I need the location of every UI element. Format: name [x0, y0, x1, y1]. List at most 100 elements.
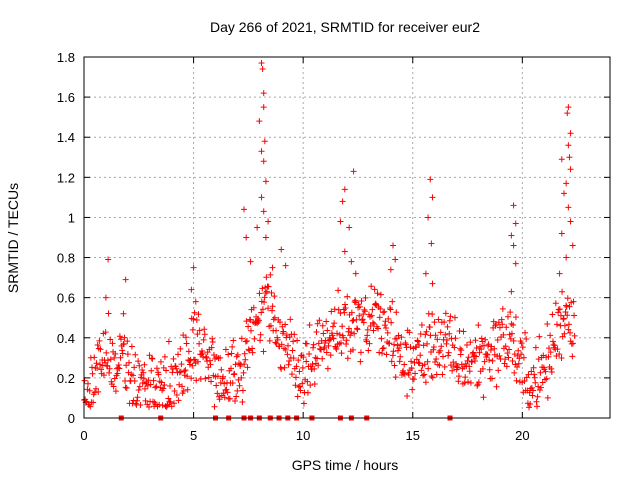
plus-marker — [214, 390, 221, 397]
data-point — [465, 354, 472, 361]
data-point — [548, 365, 555, 372]
data-point — [231, 370, 238, 377]
plus-marker — [261, 299, 268, 306]
data-point — [291, 331, 298, 338]
plus-marker — [512, 260, 519, 267]
data-point — [142, 397, 149, 404]
plus-marker — [461, 379, 468, 386]
plus-marker — [362, 294, 369, 301]
plus-marker — [533, 398, 540, 405]
plus-marker — [371, 320, 378, 327]
data-point — [213, 382, 220, 389]
data-point — [428, 240, 435, 247]
data-point — [379, 345, 386, 352]
plus-marker — [402, 341, 409, 348]
plus-marker — [398, 334, 405, 341]
plus-marker — [441, 363, 448, 370]
plus-marker — [421, 371, 428, 378]
plus-marker — [397, 353, 404, 360]
plus-marker — [464, 357, 471, 364]
data-point — [256, 118, 263, 125]
data-point — [244, 364, 251, 371]
data-point — [259, 285, 266, 292]
plus-marker — [339, 198, 346, 205]
plus-marker — [410, 376, 417, 383]
plus-marker — [486, 366, 493, 373]
data-point — [139, 366, 146, 373]
plus-marker — [81, 377, 88, 384]
data-point — [122, 378, 129, 385]
plus-marker — [224, 389, 231, 396]
data-point — [112, 388, 119, 395]
plus-marker — [379, 350, 386, 357]
plus-marker — [216, 396, 223, 403]
data-point — [311, 380, 318, 387]
data-point — [265, 283, 272, 290]
data-point — [359, 316, 366, 323]
plus-marker — [567, 166, 574, 173]
data-point — [84, 380, 91, 387]
data-point — [178, 361, 185, 368]
chart-title: Day 266 of 2021, SRMTID for receiver eur… — [210, 19, 480, 35]
data-point — [200, 336, 207, 343]
data-point — [259, 306, 266, 313]
plus-marker — [257, 337, 264, 344]
plus-marker — [515, 360, 522, 367]
plus-marker — [434, 336, 441, 343]
data-point — [167, 399, 174, 406]
data-point — [338, 350, 345, 357]
plus-marker — [499, 321, 506, 328]
plus-marker — [493, 383, 500, 390]
plus-marker — [377, 305, 384, 312]
data-point — [102, 294, 109, 301]
plus-marker — [500, 331, 507, 338]
plus-marker — [103, 349, 110, 356]
plus-marker — [107, 356, 114, 363]
data-point — [388, 319, 395, 326]
plus-marker — [262, 234, 269, 241]
data-point — [431, 319, 438, 326]
data-point — [285, 342, 291, 349]
plus-marker — [274, 336, 281, 343]
plus-marker — [238, 374, 245, 381]
plus-marker — [476, 349, 483, 356]
data-point — [145, 377, 152, 384]
data-point — [251, 335, 258, 342]
data-point — [560, 315, 567, 322]
data-point — [565, 321, 572, 328]
data-point — [309, 361, 316, 368]
plus-marker — [508, 330, 515, 337]
data-point — [466, 363, 473, 370]
plus-marker — [232, 398, 239, 405]
data-point — [551, 342, 558, 349]
data-point — [443, 340, 450, 347]
data-point — [341, 301, 348, 308]
plus-marker — [220, 390, 227, 397]
plus-marker — [213, 382, 220, 389]
data-point — [352, 270, 359, 277]
data-point — [295, 357, 302, 364]
data-point — [512, 314, 519, 321]
plus-marker — [537, 369, 544, 376]
data-point — [217, 354, 224, 361]
data-point — [254, 315, 261, 322]
data-point — [104, 357, 111, 364]
data-point — [388, 358, 395, 365]
data-point — [140, 369, 147, 376]
data-point — [161, 353, 168, 360]
plus-marker — [209, 339, 216, 346]
plus-marker — [266, 337, 273, 344]
plus-marker — [250, 304, 257, 311]
data-point — [429, 280, 436, 287]
data-point — [265, 305, 272, 312]
data-point — [274, 336, 281, 343]
data-point — [290, 355, 297, 362]
data-point — [392, 374, 399, 381]
plus-marker — [100, 372, 107, 379]
data-point — [247, 327, 254, 334]
plus-marker — [389, 352, 396, 359]
plus-marker — [234, 387, 241, 394]
data-point — [115, 364, 122, 371]
plus-marker — [294, 393, 301, 400]
plus-marker — [534, 393, 541, 400]
